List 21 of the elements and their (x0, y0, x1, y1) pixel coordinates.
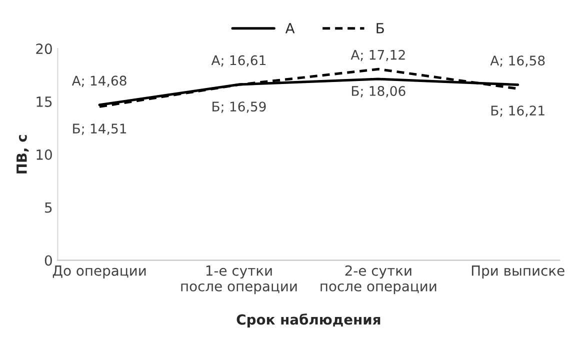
y-tick-label: 15 (36, 96, 52, 107)
legend-label: А (285, 23, 295, 34)
legend-label: Б (376, 23, 384, 34)
data-label: Б; 18,06 (352, 86, 406, 98)
y-tick-label: 10 (36, 149, 52, 160)
x-tick-label: 2-е сутки после операции (320, 265, 436, 294)
y-tick-label: 20 (36, 44, 52, 54)
x-tick-label: При выписке (472, 266, 564, 279)
data-label: А; 17,12 (350, 50, 405, 62)
x-tick-label: 1-е сутки после операции (181, 266, 297, 294)
x-tick-label: До операции (52, 266, 146, 279)
data-label: А; 16,61 (211, 55, 266, 67)
y-axis-title: ПВ, с (16, 135, 29, 174)
data-label: Б; 14,51 (73, 124, 126, 135)
x-axis-title: Срок наблюдения (236, 314, 380, 328)
data-label: А; 14,68 (72, 76, 126, 88)
data-label: Б; 16,59 (212, 102, 266, 113)
y-tick-label: 5 (45, 202, 52, 213)
data-label: Б; 16,21 (491, 106, 544, 117)
data-label: А; 16,58 (490, 56, 545, 67)
y-tick-label: 0 (44, 255, 52, 266)
